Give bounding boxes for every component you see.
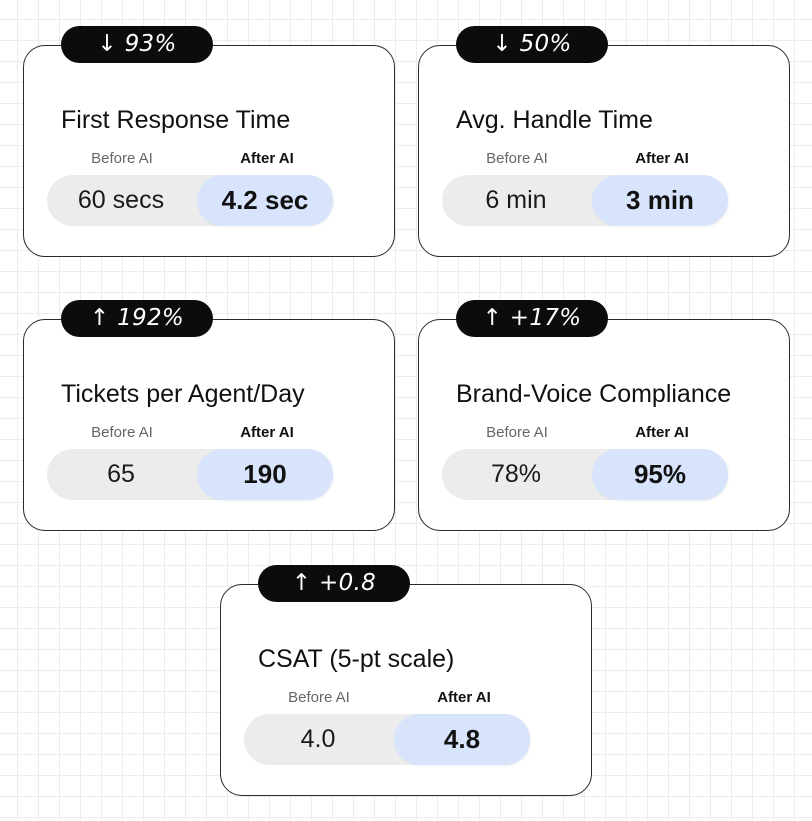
before-value: 65 — [107, 460, 135, 488]
before-label: Before AI — [91, 424, 153, 441]
before-value: 6 min — [485, 186, 547, 214]
before-value: 78% — [490, 460, 542, 488]
before-label: Before AI — [486, 424, 548, 441]
after-label: After AI — [635, 150, 689, 167]
metric-card-tickets-per-agent: ↑ 192% Tickets per Agent/Day Before AI A… — [23, 300, 395, 531]
after-label: After AI — [437, 689, 491, 706]
metric-title: Tickets per Agent/Day — [61, 380, 305, 408]
after-label: After AI — [635, 424, 689, 441]
after-value: 3 min — [592, 175, 728, 226]
before-label: Before AI — [91, 150, 153, 167]
before-value: 60 secs — [77, 186, 165, 214]
change-badge: ↑ +17% — [456, 300, 608, 337]
comparison-pill: 6 min 3 min — [442, 175, 728, 226]
metric-card-first-response-time: ↓ 93% First Response Time Before AI Afte… — [23, 26, 395, 257]
metric-card-brand-voice-compliance: ↑ +17% Brand-Voice Compliance Before AI … — [418, 300, 790, 531]
metric-card-avg-handle-time: ↓ 50% Avg. Handle Time Before AI After A… — [418, 26, 790, 257]
metric-title: First Response Time — [61, 106, 291, 134]
comparison-pill: 78% 95% — [442, 449, 728, 500]
after-value: 4.2 sec — [197, 175, 333, 226]
after-label: After AI — [240, 424, 294, 441]
before-label: Before AI — [288, 689, 350, 706]
after-value: 95% — [592, 449, 728, 500]
after-label: After AI — [240, 150, 294, 167]
change-badge: ↑ +0.8 — [258, 565, 410, 602]
comparison-pill: 60 secs 4.2 sec — [47, 175, 333, 226]
comparison-pill: 4.0 4.8 — [244, 714, 530, 765]
metric-title: CSAT (5-pt scale) — [258, 645, 455, 673]
after-value: 190 — [197, 449, 333, 500]
comparison-pill: 65 190 — [47, 449, 333, 500]
metric-title: Avg. Handle Time — [456, 106, 653, 134]
metric-card-csat: ↑ +0.8 CSAT (5-pt scale) Before AI After… — [220, 565, 592, 796]
after-value: 4.8 — [394, 714, 530, 765]
change-badge: ↓ 50% — [456, 26, 608, 63]
before-value: 4.0 — [300, 725, 336, 753]
change-badge: ↓ 93% — [61, 26, 213, 63]
change-badge: ↑ 192% — [61, 300, 213, 337]
metric-title: Brand-Voice Compliance — [456, 380, 732, 408]
before-label: Before AI — [486, 150, 548, 167]
